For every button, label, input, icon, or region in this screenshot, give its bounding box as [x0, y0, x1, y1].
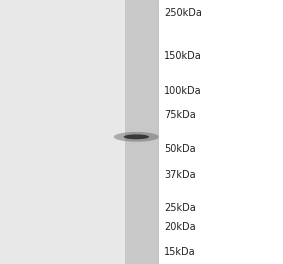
Text: 37kDa: 37kDa [164, 170, 196, 180]
Bar [125, 0, 158, 264]
Text: 20kDa: 20kDa [164, 222, 196, 232]
Ellipse shape [114, 132, 159, 142]
Text: 50kDa: 50kDa [164, 144, 196, 154]
Ellipse shape [124, 134, 149, 139]
Text: 75kDa: 75kDa [164, 110, 196, 120]
Text: 100kDa: 100kDa [164, 86, 202, 96]
Bar [0, 0, 158, 264]
Text: 15kDa: 15kDa [164, 247, 196, 257]
Text: 150kDa: 150kDa [164, 51, 202, 61]
Bar [0, 0, 125, 264]
Text: 250kDa: 250kDa [164, 8, 202, 18]
Text: 25kDa: 25kDa [164, 203, 196, 213]
